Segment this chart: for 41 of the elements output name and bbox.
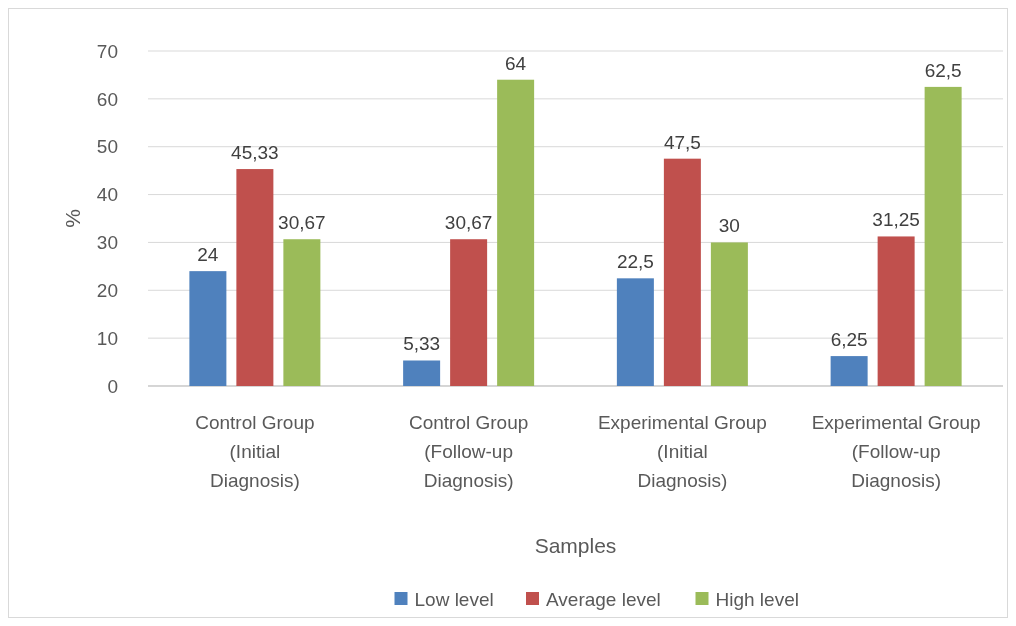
bar [710,242,748,386]
legend-label: Low level [414,588,494,610]
bar [924,86,962,386]
y-tick-label: 0 [107,375,118,397]
data-label: 24 [197,244,219,266]
bar [450,239,488,386]
data-label: 22,5 [616,251,654,273]
data-label: 47,5 [663,131,701,153]
y-tick-label: 70 [96,40,118,62]
data-label: 5,33 [403,333,441,355]
y-tick-label: 30 [96,232,118,254]
bar [497,79,535,386]
data-label: 6,25 [830,329,868,351]
y-tick-label: 20 [96,279,118,301]
bar [616,278,654,386]
bar [663,158,701,386]
data-label: 45,33 [231,142,279,164]
x-tick-label: Control Group (Initial Diagnosis) [195,412,315,491]
data-label: 30 [718,215,740,237]
y-tick-label: 40 [96,184,118,206]
x-tick-label: Control Group (Follow-up Diagnosis) [408,412,529,491]
legend-label: High level [715,588,799,610]
y-tick-label: 10 [96,327,118,349]
data-label: 64 [505,52,527,74]
data-label: 31,25 [872,209,920,231]
bar [403,360,441,386]
x-tick-label: Experimental Group (Follow-up Diagnosis) [811,412,981,491]
bar [189,271,227,386]
y-axis-title: % [61,209,84,228]
x-axis-title: Samples [534,534,617,557]
bar [236,169,274,386]
data-label: 30,67 [444,212,493,234]
bar [283,239,321,386]
bar [877,236,915,386]
x-tick-label: Experimental Group (Initial Diagnosis) [597,412,767,491]
y-tick-label: 50 [96,136,118,158]
bar [830,356,868,386]
legend-label: Average level [546,588,661,610]
y-tick-label: 60 [96,88,118,110]
data-label: 62,5 [924,59,962,81]
data-label: 30,67 [278,212,326,234]
